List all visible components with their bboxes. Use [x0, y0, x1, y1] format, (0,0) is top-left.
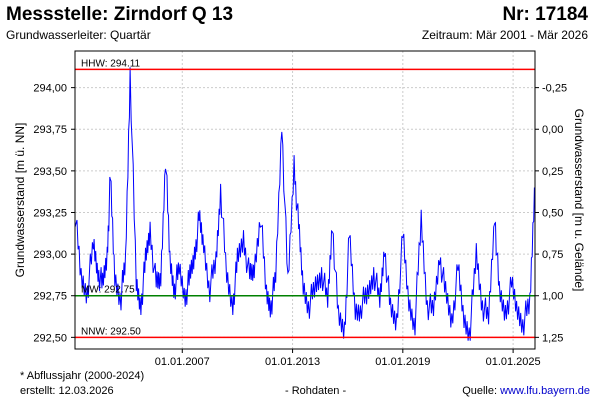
source-label: Quelle: www.lfu.bayern.de: [462, 385, 590, 397]
y-tick-label: 293,25: [33, 207, 67, 219]
footnote: * Abflussjahr (2000-2024): [20, 370, 145, 382]
y-tick-label: 294,00: [33, 83, 67, 95]
hhw-line-label: HHW: 294.11: [81, 58, 141, 69]
y-tick-label: 293,50: [33, 166, 67, 178]
aquifer-label: Grundwasserleiter: Quartär: [6, 28, 151, 42]
y-tick-label: 293,00: [33, 249, 67, 261]
plot-area: [75, 51, 535, 349]
station-number: Nr: 17184: [502, 4, 588, 25]
x-tick-label: 01.01.2019: [375, 356, 430, 368]
nnw-line-label: NNW: 292.50: [81, 326, 141, 337]
y-right-tick-label: 1,00: [542, 291, 563, 303]
x-tick-label: 01.01.2025: [486, 356, 541, 368]
y-right-tick-label: 1,25: [542, 332, 563, 344]
rawdata-label: - Rohdaten -: [285, 385, 347, 397]
source-prefix: Quelle:: [462, 385, 501, 397]
y-right-tick-label: 0,00: [542, 124, 563, 136]
plot-frame: [74, 50, 536, 350]
source-link[interactable]: www.lfu.bayern.de: [500, 385, 590, 397]
x-tick-label: 01.01.2013: [265, 356, 320, 368]
y-tick-label: 293,75: [33, 124, 67, 136]
y-right-tick-label: -0,25: [542, 83, 567, 95]
station-title: Messstelle: Zirndorf Q 13: [6, 4, 234, 25]
y-right-tick-label: 0,75: [542, 249, 563, 261]
y-axis-label: Grundwasserstand [m ü. NN]: [13, 123, 27, 278]
x-tick-label: 01.01.2007: [155, 356, 210, 368]
y-tick-label: 292,50: [33, 332, 67, 344]
y-tick-label: 292,75: [33, 291, 67, 303]
y-axis-right-label: Grundwasserstand [m u. Gelände]: [572, 109, 586, 292]
period-label: Zeitraum: Mär 2001 - Mär 2026: [421, 28, 588, 42]
mw-line-label: MW: 292.75: [81, 285, 135, 296]
y-right-tick-label: 0,50: [542, 207, 563, 219]
y-right-tick-label: 0,25: [542, 166, 563, 178]
groundwater-series-line: [74, 67, 535, 341]
created-date: erstellt: 12.03.2026: [20, 385, 114, 397]
